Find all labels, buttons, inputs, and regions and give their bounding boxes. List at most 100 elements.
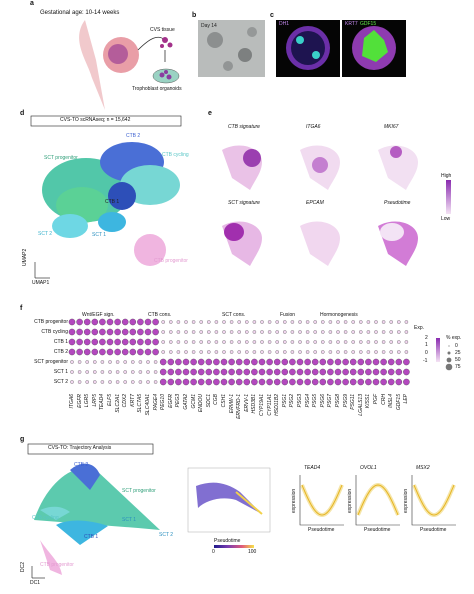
- pct-legend-label: 50: [455, 357, 461, 363]
- dotplot-dot: [83, 348, 91, 356]
- cluster-ctb1: CTB 1: [105, 199, 120, 205]
- dotplot-dot: [260, 340, 264, 344]
- panel-c-label: c: [270, 12, 274, 19]
- dotplot-dot: [199, 330, 203, 334]
- dotplot-dot: [184, 350, 188, 354]
- dotplot-dot: [93, 370, 97, 374]
- dotplot-dot: [289, 358, 296, 366]
- dotplot-dot: [70, 380, 74, 384]
- dotplot-dot: [372, 378, 380, 386]
- dotplot-dot: [290, 350, 295, 354]
- pct-title: % exp.: [446, 335, 462, 341]
- dotplot-dot: [289, 378, 296, 386]
- dotplot-dot: [342, 378, 349, 386]
- dotplot-gene-label: PSG11: [350, 394, 357, 410]
- dotplot-dot: [190, 378, 197, 386]
- dotplot-dot: [321, 350, 325, 354]
- dotplot-dot: [99, 338, 106, 346]
- cluster-ctb2: CTB 2: [126, 133, 141, 139]
- dotplot-dot: [76, 318, 83, 326]
- pregnancy-schematic: [79, 20, 180, 110]
- dotplot-dot: [153, 370, 158, 374]
- dotplot-dot: [144, 338, 152, 346]
- dotplot-dot: [235, 378, 243, 386]
- dotplot-dot: [275, 320, 279, 324]
- dotplot-dot: [106, 338, 114, 346]
- dotplot-dot: [260, 320, 264, 324]
- dotplot-dot: [131, 370, 135, 374]
- dotplot-dot: [175, 368, 182, 376]
- dotplot-dot: [220, 378, 228, 386]
- dotplot-dot: [205, 368, 213, 376]
- dotplot-dot: [99, 328, 106, 336]
- dotplot-dot: [137, 328, 144, 336]
- feature-pseudotime: Pseudotime: [384, 200, 411, 206]
- dotplot-dot: [114, 348, 121, 356]
- dotplot-dot: [115, 360, 120, 364]
- dotplot-dot: [275, 340, 279, 344]
- dotplot-dot: [359, 350, 363, 354]
- dotplot-dot: [366, 340, 371, 344]
- dotplot-dot: [296, 378, 304, 386]
- dotplot-dot: [365, 378, 372, 386]
- dotplot-dot: [214, 320, 219, 324]
- dotplot-dot: [76, 348, 83, 356]
- dotplot-dot: [191, 340, 196, 344]
- dotplot-dot: [267, 330, 272, 334]
- pseudotime-tick-0: 0: [212, 549, 215, 555]
- dotplot-dot: [366, 330, 371, 334]
- dotplot-dot: [191, 320, 196, 324]
- dotplot-dot: [137, 318, 144, 326]
- dotplot-dot: [290, 330, 295, 334]
- dotplot-dot: [129, 318, 137, 326]
- dotplot-gene-label: SLC7A5: [137, 394, 144, 413]
- dotplot-dot: [91, 338, 99, 346]
- dotplot-dot: [138, 380, 143, 384]
- dotplot-dot: [213, 368, 220, 376]
- dotplot-gene-label: CGB: [213, 394, 220, 405]
- dotplot-gene-label: ITGA6: [69, 394, 75, 409]
- dotplot-dot: [207, 330, 211, 334]
- dotplot-gene-label: SLC2A1: [114, 394, 121, 413]
- dotplot-dot: [397, 340, 401, 344]
- dotplot-dot: [283, 320, 287, 324]
- dotplot-dot: [114, 318, 121, 326]
- dotplot-dot: [214, 340, 219, 344]
- dotplot-dot: [251, 368, 258, 376]
- dotplot-dot: [138, 360, 143, 364]
- dotplot-gene-label: PSG8: [335, 394, 341, 408]
- dotplot-dot: [359, 340, 363, 344]
- dotplot-dot: [228, 358, 235, 366]
- dotplot-colorbar: [436, 338, 440, 362]
- trend-x-label: Pseudotime: [364, 527, 391, 533]
- dotplot-dot: [146, 360, 150, 364]
- trend-y-label: expression: [403, 488, 409, 513]
- trend-axes: [355, 475, 400, 526]
- dotplot-dot: [144, 348, 152, 356]
- dotplot-dot: [197, 368, 205, 376]
- traj-ctb-progenitor: CTB progenitor: [40, 562, 74, 568]
- dotplot-dot: [235, 368, 243, 376]
- umap-x-axis: UMAP1: [32, 280, 50, 286]
- stain-gdf15: GDF15: [360, 21, 377, 27]
- dotplot-dot: [85, 360, 89, 364]
- dotplot-dot: [237, 320, 241, 324]
- dotplot-dot: [243, 368, 251, 376]
- dotplot-dot: [129, 338, 137, 346]
- dotplot-dot: [222, 350, 226, 354]
- dotplot-dot: [121, 318, 129, 326]
- umap-title: CVS-TO scRNAseq; n = 15,642: [60, 117, 131, 123]
- dotplot-dot: [397, 350, 401, 354]
- dotplot-dot: [220, 358, 228, 366]
- trend-line: [413, 484, 455, 516]
- dotplot-gene-label: GATA2: [183, 394, 189, 410]
- trend-confidence-band: [412, 484, 456, 518]
- dotplot-dot: [321, 320, 325, 324]
- cluster-sct1: SCT 1: [92, 232, 107, 238]
- feature-mki67: MKI67: [384, 124, 399, 130]
- dotplot-dot: [121, 338, 129, 346]
- dotplot-dot: [336, 330, 340, 334]
- dotplot-dot: [152, 318, 159, 326]
- traj-y-axis: DC2: [20, 561, 26, 572]
- dotplot-dot: [123, 370, 127, 374]
